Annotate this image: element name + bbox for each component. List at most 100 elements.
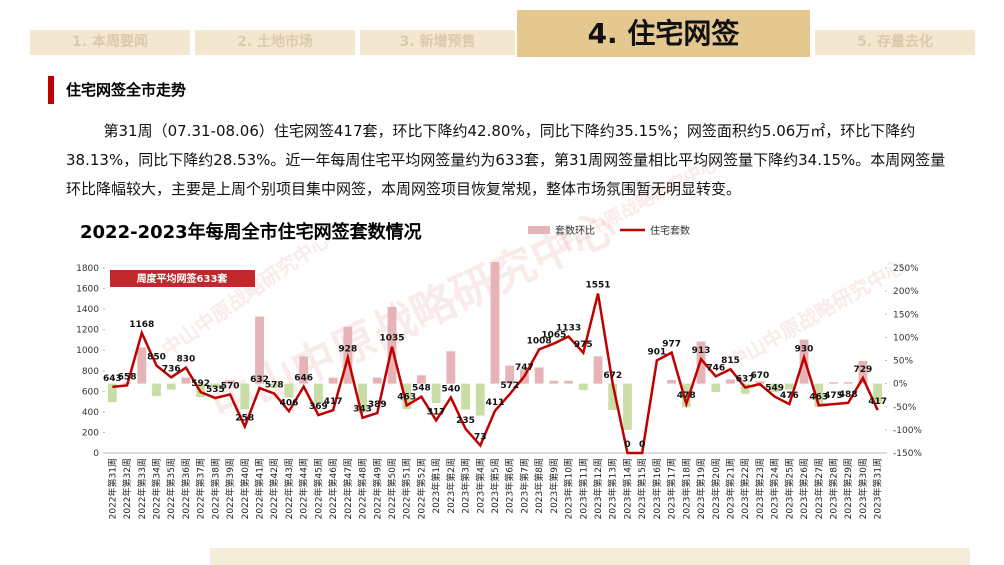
data-label: 729 [854,365,873,375]
y-tick-label: 1800 [76,264,99,274]
x-tick-label: 2022年第39周 [224,458,236,519]
bar [475,383,485,416]
decor [210,548,970,565]
data-label: 646 [294,374,313,384]
x-tick-label: 2023年第26周 [798,458,810,519]
bar [564,380,573,384]
bar [829,382,838,384]
bar [534,367,544,384]
x-tick-label: 2022年第52周 [415,458,427,519]
data-label: 658 [118,372,137,382]
y2-tick-label: -100% [893,426,922,436]
bar [313,383,323,404]
x-tick-label: 2023年第2周 [445,458,457,514]
x-tick-label: 2022年第41周 [254,458,266,519]
x-tick-label: 2023年第28周 [827,458,839,519]
x-tick-label: 2022年第40周 [239,458,251,519]
x-tick-label: 2022年第49周 [371,458,383,519]
y2-tick-label: 100% [893,333,919,343]
x-tick-label: 2022年第34周 [151,458,163,519]
y-tick-label: 600 [82,387,99,397]
bar [402,383,412,410]
data-label: 930 [795,344,814,354]
data-label: 901 [647,347,666,357]
data-label: 592 [191,379,210,389]
x-tick-label: 2022年第51周 [401,458,413,519]
bar [549,380,559,384]
bar [328,377,338,384]
data-label: 389 [368,400,387,410]
bar [299,356,309,384]
data-label: 913 [692,346,711,356]
x-tick-label: 2022年第32周 [121,458,133,519]
data-label: 549 [765,384,784,394]
data-label: 411 [486,398,505,408]
x-tick-label: 2023年第23周 [754,458,766,519]
data-label: 632 [250,375,269,385]
x-tick-label: 2022年第47周 [342,458,354,519]
x-tick-label: 2023年第11周 [577,458,589,519]
x-tick-label: 2023年第12周 [592,458,604,519]
x-tick-label: 2023年第21周 [724,458,736,519]
nav-tab[interactable]: 4. 住宅网签 [517,10,810,57]
bar [431,383,441,404]
bar [593,356,603,384]
nav-tab[interactable]: 3. 新增预售 [360,30,515,55]
y-tick-label: 800 [82,367,99,377]
data-label: 463 [397,392,416,402]
nav-tab[interactable]: 2. 土地市场 [195,30,355,55]
y2-tick-label: -50% [893,403,917,413]
bar [755,381,765,384]
x-tick-label: 2022年第43周 [283,458,295,519]
y-tick-label: 0 [93,449,99,459]
x-tick-label: 2023年第22周 [739,458,751,519]
x-tick-label: 2023年第4周 [474,458,486,514]
data-label: 548 [412,384,431,394]
data-label: 643 [103,374,122,384]
bar [269,383,279,388]
legend-label: 住宅套数 [650,224,690,237]
data-label: 928 [338,345,357,355]
paragraph: 第31周（07.31-08.06）住宅网签417套，环比下降约42.80%，同比… [66,122,946,198]
chart-title: 2022-2023年每周全市住宅网签套数情况 [80,221,422,243]
data-label: 488 [839,390,858,400]
data-label: 417 [868,397,887,407]
x-tick-label: 2022年第46周 [327,458,339,519]
bar [490,262,500,384]
data-label: 0 [624,440,630,450]
bar [372,377,382,384]
x-tick-label: 2023年第30周 [857,458,869,519]
data-label: 572 [500,381,519,391]
y2-tick-label: 250% [893,264,919,274]
x-tick-label: 2023年第24周 [769,458,781,519]
data-label: 1551 [585,281,610,291]
bar [446,351,456,384]
data-label: 535 [206,385,225,395]
bar [166,383,176,390]
x-tick-label: 2023年第31周 [872,458,884,519]
x-tick-label: 2023年第9周 [548,458,560,514]
nav-tab[interactable]: 1. 本周要闻 [30,30,190,55]
x-tick-label: 2023年第27周 [813,458,825,519]
x-tick-label: 2022年第42周 [268,458,280,519]
x-tick-label: 2023年第10周 [563,458,575,519]
x-tick-label: 2022年第33周 [136,458,148,519]
data-label: 475 [824,391,843,401]
y-tick-label: 1600 [76,285,99,295]
bar [505,365,515,384]
data-label: 570 [221,381,240,391]
bar [107,383,117,403]
data-label: 406 [280,398,299,408]
x-tick-label: 2023年第13周 [607,458,619,519]
x-tick-label: 2023年第18周 [680,458,692,519]
nav-tab[interactable]: 5. 存量去化 [815,30,975,55]
data-label: 317 [427,407,446,417]
data-label: 850 [147,353,166,363]
x-tick-label: 2022年第36周 [180,458,192,519]
x-tick-label: 2023年第7周 [518,458,530,514]
bar [210,383,220,389]
y2-tick-label: 200% [893,287,919,297]
data-label: 670 [751,371,770,381]
x-tick-label: 2022年第45周 [312,458,324,519]
y-tick-label: 1400 [76,305,99,315]
